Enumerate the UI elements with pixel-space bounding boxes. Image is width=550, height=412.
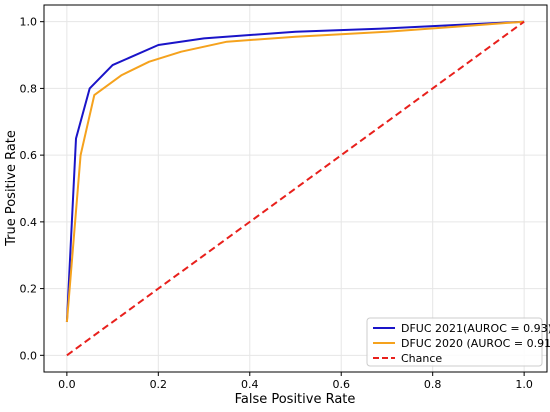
x-tick-label: 1.0	[515, 378, 533, 391]
y-tick-label: 0.2	[20, 283, 38, 296]
grid	[44, 5, 547, 372]
x-axis-label: False Positive Rate	[235, 392, 356, 407]
legend-label-0: DFUC 2021(AUROC = 0.93)	[401, 322, 550, 335]
legend-box	[366, 317, 543, 367]
series-line-0	[65, 20, 525, 323]
legend: DFUC 2021(AUROC = 0.93) DFUC 2020 (AUROC …	[366, 317, 550, 367]
x-tick-label: 0.2	[150, 378, 168, 391]
legend-label-2: Chance	[401, 352, 442, 365]
y-tick-label: 0.4	[20, 216, 38, 229]
y-tick-label: 0.8	[20, 82, 38, 95]
series-line-2	[66, 20, 525, 357]
x-tick-label: 0.4	[241, 378, 259, 391]
y-tick-label: 0.6	[20, 149, 38, 162]
x-tick-label: 0.8	[424, 378, 442, 391]
y-axis-label: True Positive Rate	[4, 130, 19, 247]
plot-frame	[43, 4, 548, 373]
legend-label-1: DFUC 2020 (AUROC = 0.91)	[401, 337, 550, 350]
x-tick-label: 0.6	[332, 378, 350, 391]
series-lines	[65, 20, 525, 357]
x-tick-label: 0.0	[58, 378, 76, 391]
axis-ticks: 0.0 0.2 0.4 0.6 0.8 1.0 0.0 0.2 0.4 0.6 0.8 1.0	[20, 16, 533, 391]
y-tick-label: 0.0	[20, 349, 38, 362]
series-line-1	[65, 20, 525, 323]
y-tick-label: 1.0	[20, 16, 38, 29]
